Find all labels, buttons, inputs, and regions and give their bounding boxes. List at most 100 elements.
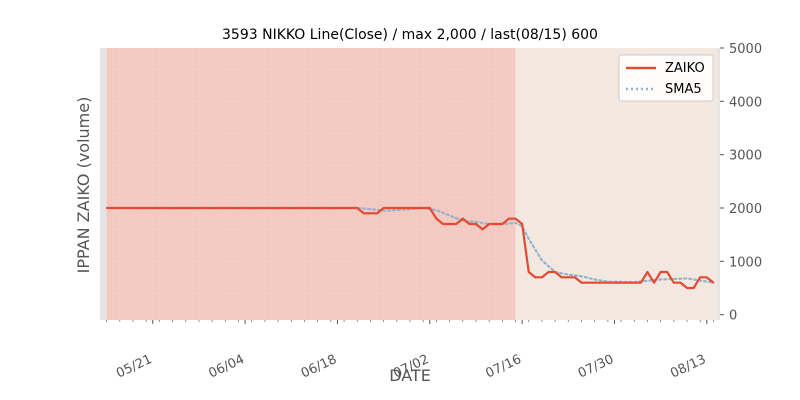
zaiko-point	[178, 207, 181, 209]
zaiko-point	[171, 207, 174, 209]
zaiko-point	[336, 207, 339, 209]
zaiko-point	[343, 207, 345, 209]
zaiko-point	[296, 207, 299, 209]
zaiko-point	[356, 207, 359, 209]
zaiko-point	[422, 207, 425, 209]
zaiko-point	[442, 223, 444, 225]
x-tick-label: 05/21	[114, 352, 154, 381]
zaiko-point	[448, 223, 451, 225]
zaiko-point	[488, 223, 491, 225]
zaiko-point	[191, 207, 194, 209]
zaiko-point	[468, 223, 471, 225]
zaiko-point	[329, 207, 332, 209]
zaiko-point	[653, 281, 655, 284]
y-tick-label: 1000	[729, 255, 762, 270]
zaiko-point	[567, 276, 570, 279]
zaiko-point	[158, 207, 161, 209]
zaiko-point	[541, 276, 543, 279]
zaiko-point	[508, 217, 510, 220]
zaiko-point	[606, 281, 609, 284]
zaiko-point	[705, 276, 708, 279]
zaiko-point	[409, 207, 411, 209]
zaiko-point	[554, 271, 557, 273]
zaiko-point	[310, 207, 312, 209]
x-tick-label: 06/04	[206, 352, 246, 381]
zaiko-point	[165, 207, 167, 209]
zaiko-point	[639, 281, 642, 284]
y-tick-label: 3000	[729, 149, 762, 164]
zaiko-point	[316, 207, 319, 209]
zaiko-point	[428, 207, 431, 209]
zaiko-point	[600, 281, 603, 284]
y-tick-label: 4000	[729, 95, 762, 110]
zaiko-point	[580, 281, 583, 284]
legend-sma5-label: SMA5	[665, 82, 702, 97]
zaiko-point	[237, 207, 240, 209]
zaiko-point	[527, 271, 530, 273]
zaiko-point	[620, 281, 622, 284]
zaiko-point	[501, 223, 504, 225]
zaiko-point	[547, 271, 550, 273]
zaiko-point	[376, 212, 378, 215]
zaiko-point	[633, 281, 636, 284]
y-tick-label: 2000	[729, 202, 762, 217]
zaiko-point	[573, 276, 576, 279]
zaiko-point	[481, 228, 484, 231]
zaiko-point	[257, 207, 260, 209]
zaiko-point	[211, 207, 214, 209]
zaiko-point	[349, 207, 352, 209]
zaiko-point	[494, 223, 497, 225]
zaiko-point	[217, 207, 220, 209]
zaiko-point	[270, 207, 273, 209]
zaiko-point	[475, 223, 477, 225]
zaiko-point	[263, 207, 266, 209]
legend-zaiko-label: ZAIKO	[665, 61, 705, 76]
zaiko-point	[521, 223, 524, 225]
zaiko-point	[151, 207, 154, 209]
zaiko-point	[659, 271, 662, 273]
zaiko-point	[461, 217, 464, 220]
zaiko-point	[290, 207, 293, 209]
zaiko-point	[362, 212, 365, 215]
x-tick-label: 07/30	[576, 352, 616, 381]
zaiko-point	[646, 271, 649, 273]
zaiko-point	[382, 207, 385, 209]
zaiko-point	[231, 207, 233, 209]
y-axis-label: IPPAN ZAIKO (volume)	[74, 97, 93, 274]
x-tick-label: 07/16	[484, 352, 524, 381]
y-tick-label: 5000	[729, 42, 762, 57]
zaiko-point	[204, 207, 207, 209]
zaiko-point	[666, 271, 669, 273]
zaiko-point	[303, 207, 306, 209]
zaiko-point	[560, 276, 563, 279]
zaiko-point	[712, 281, 715, 284]
zaiko-point	[435, 217, 438, 220]
x-axis-label: DATE	[389, 366, 431, 385]
zaiko-point	[389, 207, 392, 209]
zaiko-point	[626, 281, 629, 284]
zaiko-point	[679, 281, 682, 284]
zaiko-point	[534, 276, 537, 279]
x-tick-label: 08/13	[668, 352, 708, 381]
zaiko-point	[138, 207, 141, 209]
y-tick-label: 0	[729, 309, 737, 324]
series-line-sma5	[131, 206, 715, 284]
zaiko-point	[125, 207, 128, 209]
zaiko-point	[699, 276, 702, 279]
zaiko-point	[198, 207, 200, 209]
zaiko-point	[692, 287, 695, 289]
x-tick-label: 06/18	[299, 352, 339, 381]
legend: ZAIKO SMA5	[618, 54, 714, 102]
zaiko-point	[369, 212, 372, 215]
zaiko-point	[250, 207, 253, 209]
shaded-region-1	[106, 48, 516, 320]
zaiko-point	[132, 207, 134, 209]
zaiko-point	[224, 207, 227, 209]
zaiko-point	[415, 207, 418, 209]
zaiko-point	[613, 281, 616, 284]
zaiko-point	[244, 207, 247, 209]
zaiko-point	[672, 281, 675, 284]
zaiko-point	[587, 281, 589, 284]
zaiko-point	[686, 287, 688, 289]
